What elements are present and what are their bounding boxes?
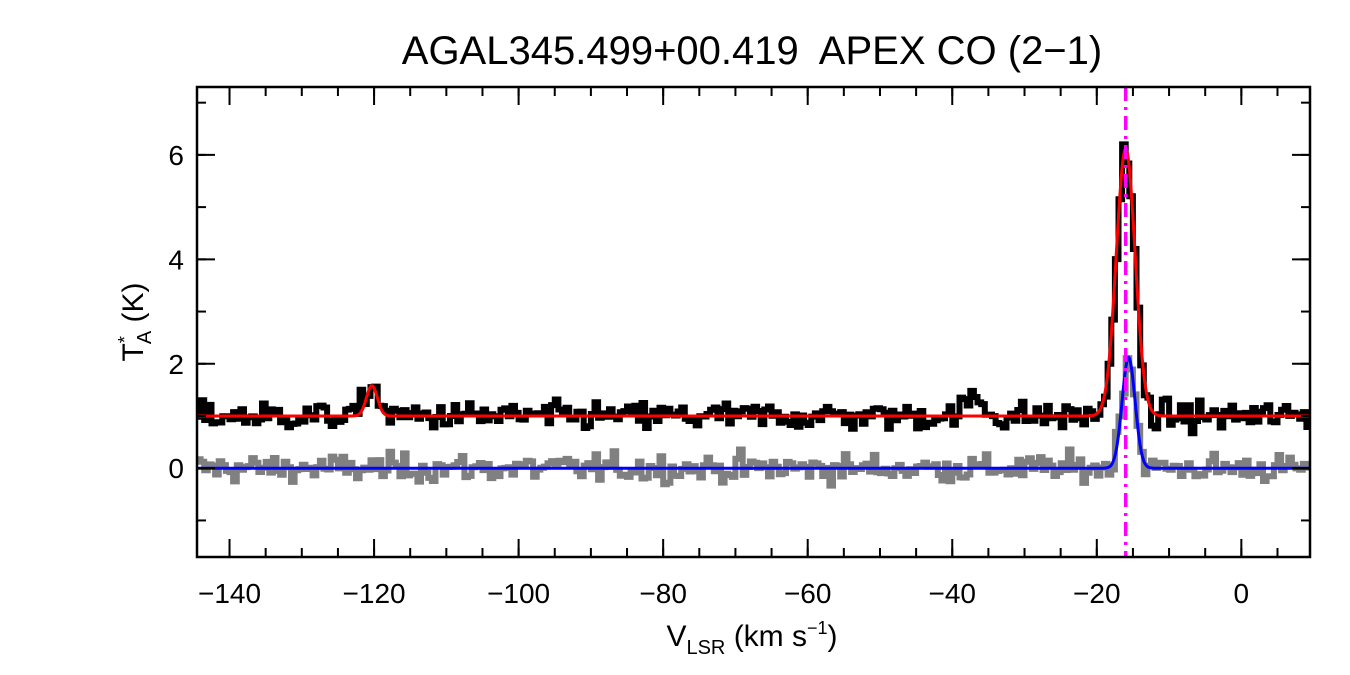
y-axis-label-sup: * (115, 336, 135, 343)
x-tick-label: −140 (198, 578, 261, 609)
x-axis-label-sup: −1 (807, 618, 828, 638)
series-observed-offset (197, 141, 1310, 437)
y-tick-label: 6 (168, 140, 184, 171)
chart-title: AGAL345.499+00.419 APEX CO (2−1) (402, 29, 1102, 73)
axis-ticks (197, 87, 1310, 557)
plot-frame (195, 85, 1312, 559)
x-axis-label-close: ) (828, 620, 838, 653)
y-tick-label: 0 (168, 453, 184, 484)
x-axis-label-units: (km s (725, 620, 807, 653)
y-axis-label-main: T (117, 343, 150, 361)
plot-area (197, 87, 1310, 557)
y-axis-label-units: (K) (117, 282, 150, 330)
x-tick-label: −20 (1073, 578, 1121, 609)
x-axis-label: VLSR (km s−1) (666, 618, 837, 659)
x-tick-label: 0 (1234, 578, 1250, 609)
x-tick-label: −40 (929, 578, 977, 609)
x-tick-label: −100 (487, 578, 550, 609)
x-axis-label-main: V (666, 620, 686, 653)
tick-labels: −140 −120 −100 −80 −60 −40 −20 0 0 2 4 6 (168, 140, 1249, 609)
y-axis-label-sub: A (134, 330, 156, 344)
y-tick-label: 2 (168, 349, 184, 380)
x-tick-label: −120 (343, 578, 406, 609)
y-tick-label: 4 (168, 244, 184, 275)
y-axis-label: T*A (K) (115, 282, 156, 361)
x-tick-label: −60 (784, 578, 832, 609)
x-axis-label-sub: LSR (686, 637, 725, 659)
x-tick-label: −80 (639, 578, 687, 609)
series-fit-offset (197, 146, 1310, 418)
